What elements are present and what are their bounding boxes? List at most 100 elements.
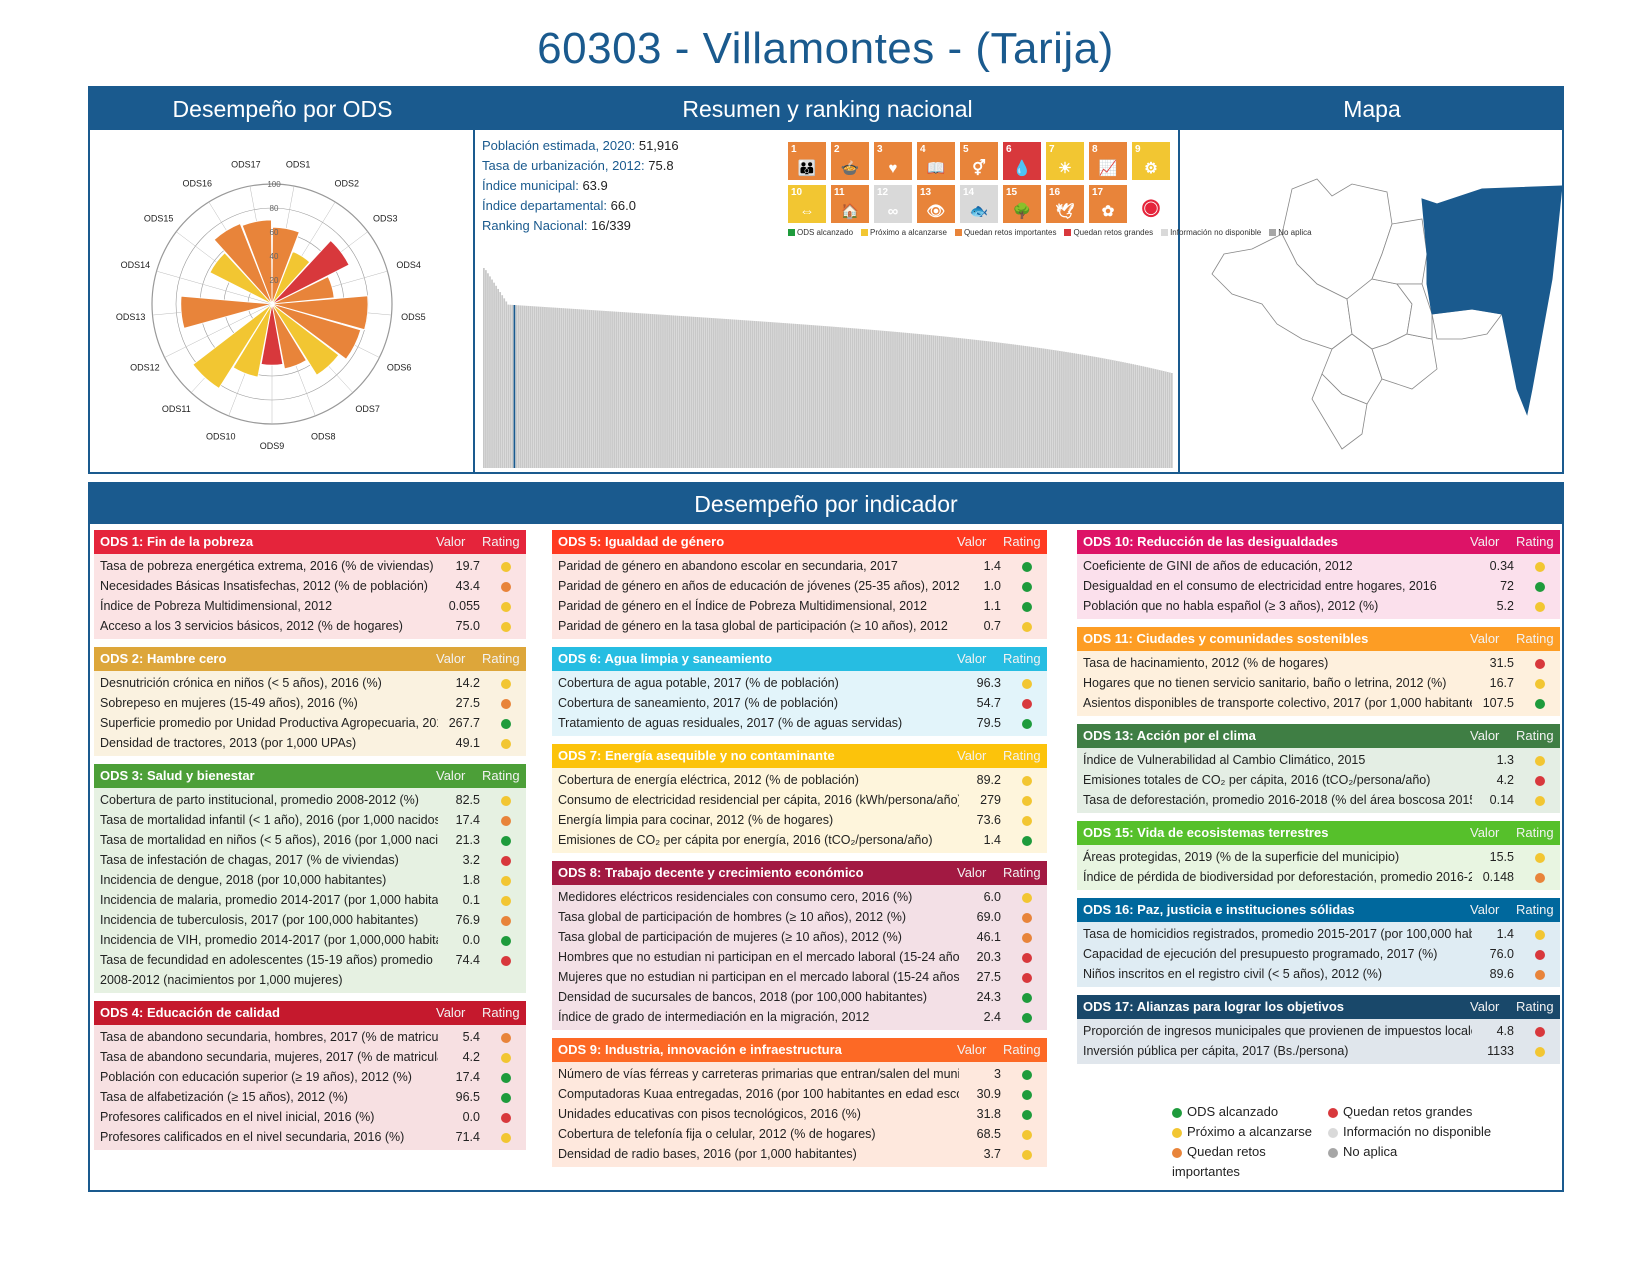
indicator-label: Capacidad de ejecución del presupuesto p… xyxy=(1083,947,1438,961)
valor-header: Valor xyxy=(1470,825,1500,840)
indicator-value: 82.5 xyxy=(455,793,480,807)
ranking-bar xyxy=(810,325,813,468)
ranking-bar xyxy=(1069,352,1071,468)
rating-dot-icon xyxy=(501,835,511,846)
rating-header: Rating xyxy=(482,651,520,666)
ranking-bar xyxy=(1012,344,1014,468)
sdg-icon-grid: 1 👪 2 🍲 3 ♥ 4 📖 5 ⚥ 6 💧 7 ☀ 8 📈 9 ⚙ 10 ⇔ 11 🏠 12 ∞ 13 👁 14 🐟 15 🌳 16 🕊 1… xyxy=(788,142,1173,223)
indicator-rating xyxy=(1520,944,1560,964)
ranking-bar xyxy=(631,312,634,468)
ranking-bar xyxy=(751,320,754,468)
rating-dot-icon xyxy=(1022,1012,1032,1023)
ranking-bar xyxy=(991,341,994,468)
sdg-goal-icon: 👁 xyxy=(926,203,946,220)
ranking-bar xyxy=(755,321,758,468)
ods-card: ODS 2: Hambre cero Valor Rating Desnutrició… xyxy=(94,647,526,756)
ranking-bar xyxy=(1160,370,1163,468)
ranking-bar xyxy=(928,335,931,468)
ranking-bar xyxy=(678,315,681,468)
polar-category-label: ODS7 xyxy=(355,404,380,414)
polar-category-label: ODS8 xyxy=(311,431,336,441)
indicator-label: Sobrepeso en mujeres (15-49 años), 2016 … xyxy=(100,696,358,710)
ranking-bar xyxy=(1111,360,1114,468)
ranking-bar xyxy=(853,328,856,468)
ranking-bar xyxy=(1120,361,1122,468)
ranking-bar xyxy=(778,322,780,468)
legend-label: Quedan retos importantes xyxy=(1172,1144,1266,1179)
sdg-tile-11: 11 🏠 xyxy=(831,185,869,223)
ranking-bar xyxy=(670,315,672,468)
indicator-label: Incidencia de tuberculosis, 2017 (por 10… xyxy=(100,913,419,927)
sdg-tile-number: 15 xyxy=(1006,187,1018,198)
ranking-bar xyxy=(826,326,829,468)
ranking-bar xyxy=(873,330,876,468)
ranking-bar xyxy=(576,309,579,468)
summary-value: 75.8 xyxy=(648,158,674,173)
rating-dot-icon xyxy=(1535,795,1545,806)
indicator-row: Tasa de mortalidad infantil (< 1 año), 2… xyxy=(94,810,526,830)
sdg-tile-number: 4 xyxy=(920,144,926,155)
ranking-bar xyxy=(609,311,611,468)
ranking-bar-chart xyxy=(483,268,1173,468)
summary-value: 63.9 xyxy=(582,178,608,193)
sdg-tile-14: 14 🐟 xyxy=(960,185,998,223)
indicator-label: Profesores calificados en el nivel secun… xyxy=(100,1130,405,1144)
ranking-bar xyxy=(550,307,552,468)
ranking-bar xyxy=(1073,353,1076,468)
valor-header: Valor xyxy=(436,768,466,783)
ranking-bar xyxy=(847,327,850,468)
ranking-bar xyxy=(843,327,846,468)
sdg-tile-17: 17 ✿ xyxy=(1089,185,1127,223)
sdg-tile-number: 11 xyxy=(834,187,845,198)
polar-tick-label: 60 xyxy=(270,228,279,237)
ods-card-title: ODS 8: Trabajo decente y crecimiento eco… xyxy=(558,865,864,880)
ods-card: ODS 17: Alianzas para lograr los objetiv… xyxy=(1077,995,1560,1064)
sdg-goal-icon: 🍲 xyxy=(840,160,860,177)
ranking-bar xyxy=(704,317,707,468)
rating-header: Rating xyxy=(1003,1042,1041,1057)
ranking-bar xyxy=(920,334,923,468)
indicator-value: 0.055 xyxy=(448,599,480,613)
indicator-row: Cobertura de energía eléctrica, 2012 (% … xyxy=(552,770,1047,790)
ranking-bar xyxy=(497,288,499,468)
ranking-bar xyxy=(698,317,701,468)
ranking-bar xyxy=(1164,371,1167,468)
rating-dot-icon xyxy=(501,915,511,926)
ranking-bar xyxy=(820,325,823,468)
indicator-row: Desnutrición crónica en niños (< 5 años)… xyxy=(94,673,526,693)
indicator-rating xyxy=(1007,887,1047,907)
indicator-value: 20.3 xyxy=(976,950,1001,964)
indicator-value: 1.0 xyxy=(983,579,1001,593)
legend-swatch xyxy=(861,229,869,237)
indicator-row: Tasa de homicidios registrados, promedio… xyxy=(1077,924,1560,944)
sdg-goal-icon: ☀ xyxy=(1058,160,1072,177)
indicator-row: Asientos disponibles de transporte colec… xyxy=(1077,693,1560,713)
ranking-bar xyxy=(686,316,689,468)
indicator-value: 69.0 xyxy=(976,910,1001,924)
sdg-tile-5: 5 ⚥ xyxy=(960,142,998,180)
rating-legend: ODS alcanzado Quedan retos grandes Próximo… xyxy=(1172,1102,1552,1182)
top-panel: Desempeño por ODS Resumen y ranking naci… xyxy=(88,86,1564,474)
indicator-row: Densidad de radio bases, 2016 (por 1,000… xyxy=(552,1144,1047,1164)
ranking-bar xyxy=(629,312,632,468)
indicator-value: 96.3 xyxy=(976,676,1001,690)
ods-card-header: ODS 17: Alianzas para lograr los objetiv… xyxy=(1077,995,1560,1019)
indicator-value: 14.2 xyxy=(455,676,480,690)
indicator-label: Tasa de homicidios registrados, promedio… xyxy=(1083,927,1472,941)
ods-card-body: Cobertura de energía eléctrica, 2012 (% … xyxy=(552,768,1047,853)
ranking-bar xyxy=(906,332,909,468)
ranking-bar xyxy=(814,325,817,468)
ranking-bar xyxy=(590,310,593,468)
ranking-bar xyxy=(611,311,613,468)
divider xyxy=(1178,130,1180,472)
indicator-row: Densidad de sucursales de bancos, 2018 (… xyxy=(552,987,1047,1007)
ranking-bar xyxy=(596,310,599,468)
sdg-tile-number: 17 xyxy=(1092,187,1104,198)
ods-card-title: ODS 10: Reducción de las desigualdades xyxy=(1083,534,1339,549)
ranking-bar xyxy=(865,329,868,468)
ods-card-body: Índice de Vulnerabilidad al Cambio Climá… xyxy=(1077,748,1560,813)
ranking-bar xyxy=(491,279,493,468)
valor-header: Valor xyxy=(957,748,987,763)
ods-card-title: ODS 11: Ciudades y comunidades sostenibl… xyxy=(1083,631,1369,646)
ranking-bar xyxy=(1146,367,1149,468)
